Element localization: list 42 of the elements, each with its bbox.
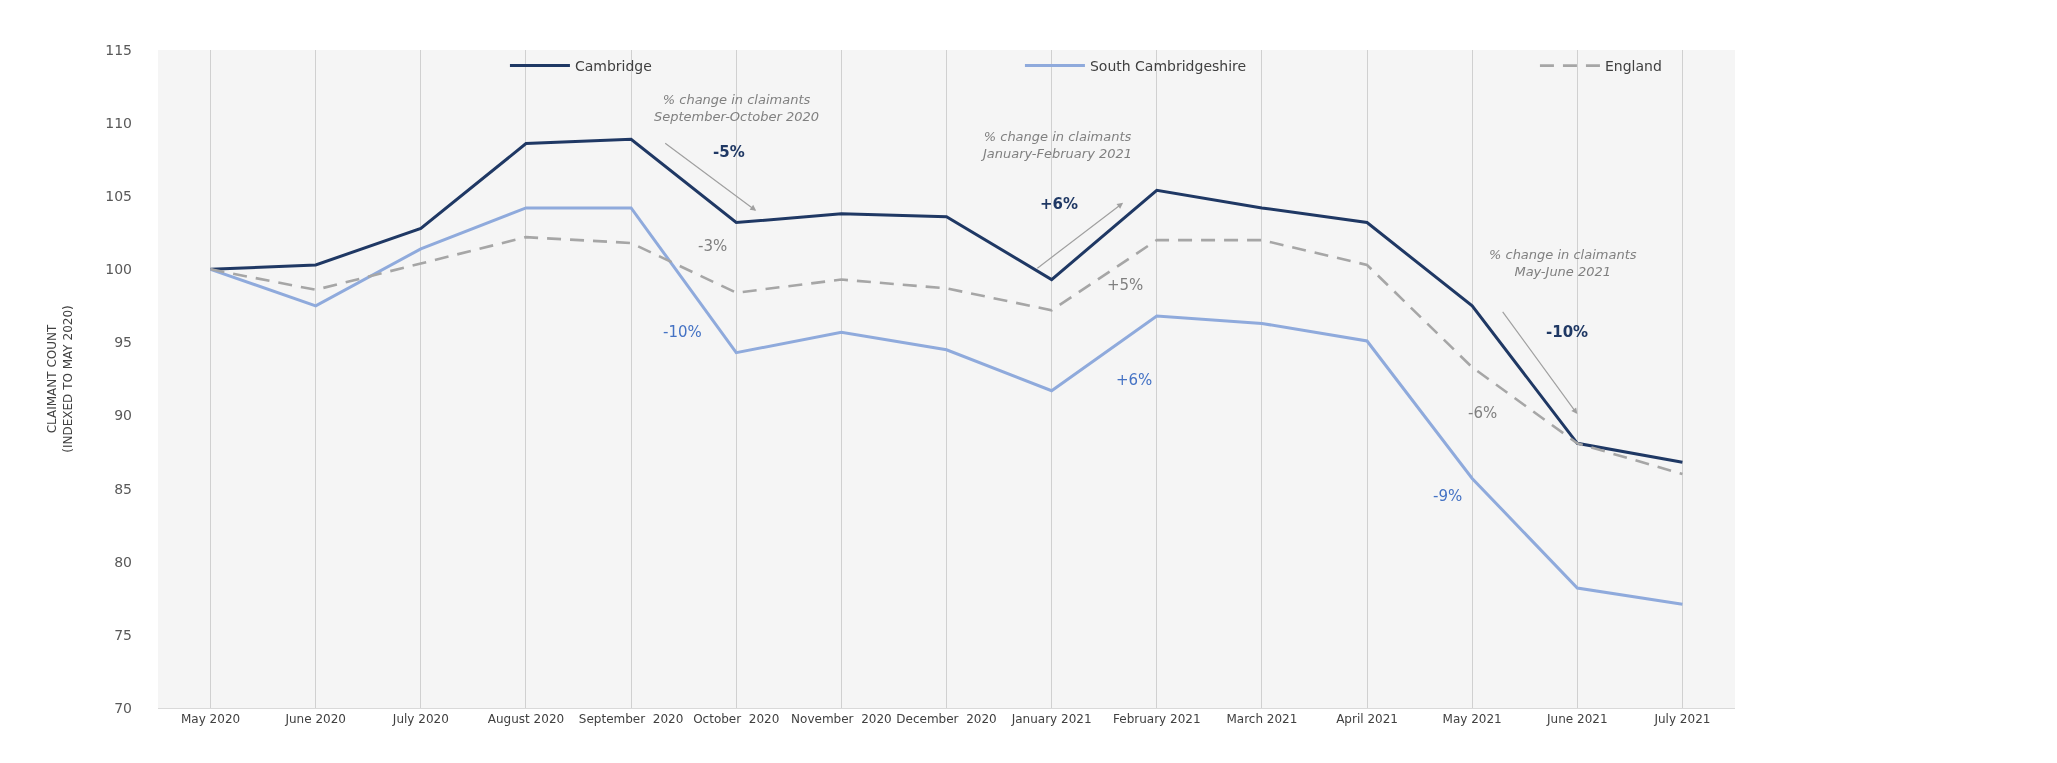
annotation: -10% <box>663 323 702 341</box>
x-tick-label: April 2021 <box>1336 712 1398 727</box>
x-tick-label: July 2021 <box>1653 712 1711 727</box>
x-tick-label: March 2021 <box>1226 712 1298 727</box>
x-tick-label: June 2020 <box>284 712 346 727</box>
annotation: -5% <box>713 143 745 161</box>
annotation: % change in claimants September-October 2020 <box>654 92 820 124</box>
x-tick-label: December 2020 <box>896 712 997 727</box>
x-tick-label: November 2020 <box>791 712 892 727</box>
annotation: % change in claimants May-June 2021 <box>1489 247 1637 279</box>
x-tick-label: January 2021 <box>1010 712 1092 727</box>
annotation: -10% <box>1546 323 1589 341</box>
x-tick-label: May 2021 <box>1442 712 1502 727</box>
y-tick-label: 90 <box>114 407 132 424</box>
y-tick-label: 70 <box>114 699 132 716</box>
annotation: -6% <box>1468 404 1498 422</box>
y-tick-label: 115 <box>105 41 132 58</box>
x-tick-label: June 2021 <box>1546 712 1608 727</box>
y-tick-label: 80 <box>114 553 132 570</box>
y-tick-label: 105 <box>105 188 132 205</box>
x-tick-label: September 2020 <box>578 712 684 727</box>
annotation: +6% <box>1116 371 1153 389</box>
annotation: -9% <box>1433 487 1463 505</box>
annotation: +5% <box>1107 276 1144 294</box>
x-tick-label: May 2020 <box>180 712 241 727</box>
x-tick-label: July 2020 <box>391 712 449 727</box>
line-series <box>209 235 1684 476</box>
y-tick-label: 85 <box>114 480 132 497</box>
x-tick-label: August 2020 <box>487 712 565 727</box>
y-tick-label: 100 <box>105 261 132 278</box>
annotation: % change in claimants January-February 2021 <box>980 129 1133 161</box>
legend-label: England <box>1604 58 1662 75</box>
y-tick-label: 110 <box>105 115 132 132</box>
x-tick-label: October 2020 <box>693 712 780 727</box>
y-tick-label: 75 <box>114 626 132 643</box>
annotation: -3% <box>698 237 728 255</box>
legend-label: South Cambridgeshire <box>1089 58 1247 75</box>
x-tick-label: February 2021 <box>1113 712 1201 727</box>
annotation: +6% <box>1040 195 1079 213</box>
y-tick-label: 95 <box>114 334 132 351</box>
y-axis-title: CLAIMANT COUNT (INDEXED TO MAY 2020) <box>44 305 75 453</box>
legend-label: Cambridge <box>574 58 652 75</box>
